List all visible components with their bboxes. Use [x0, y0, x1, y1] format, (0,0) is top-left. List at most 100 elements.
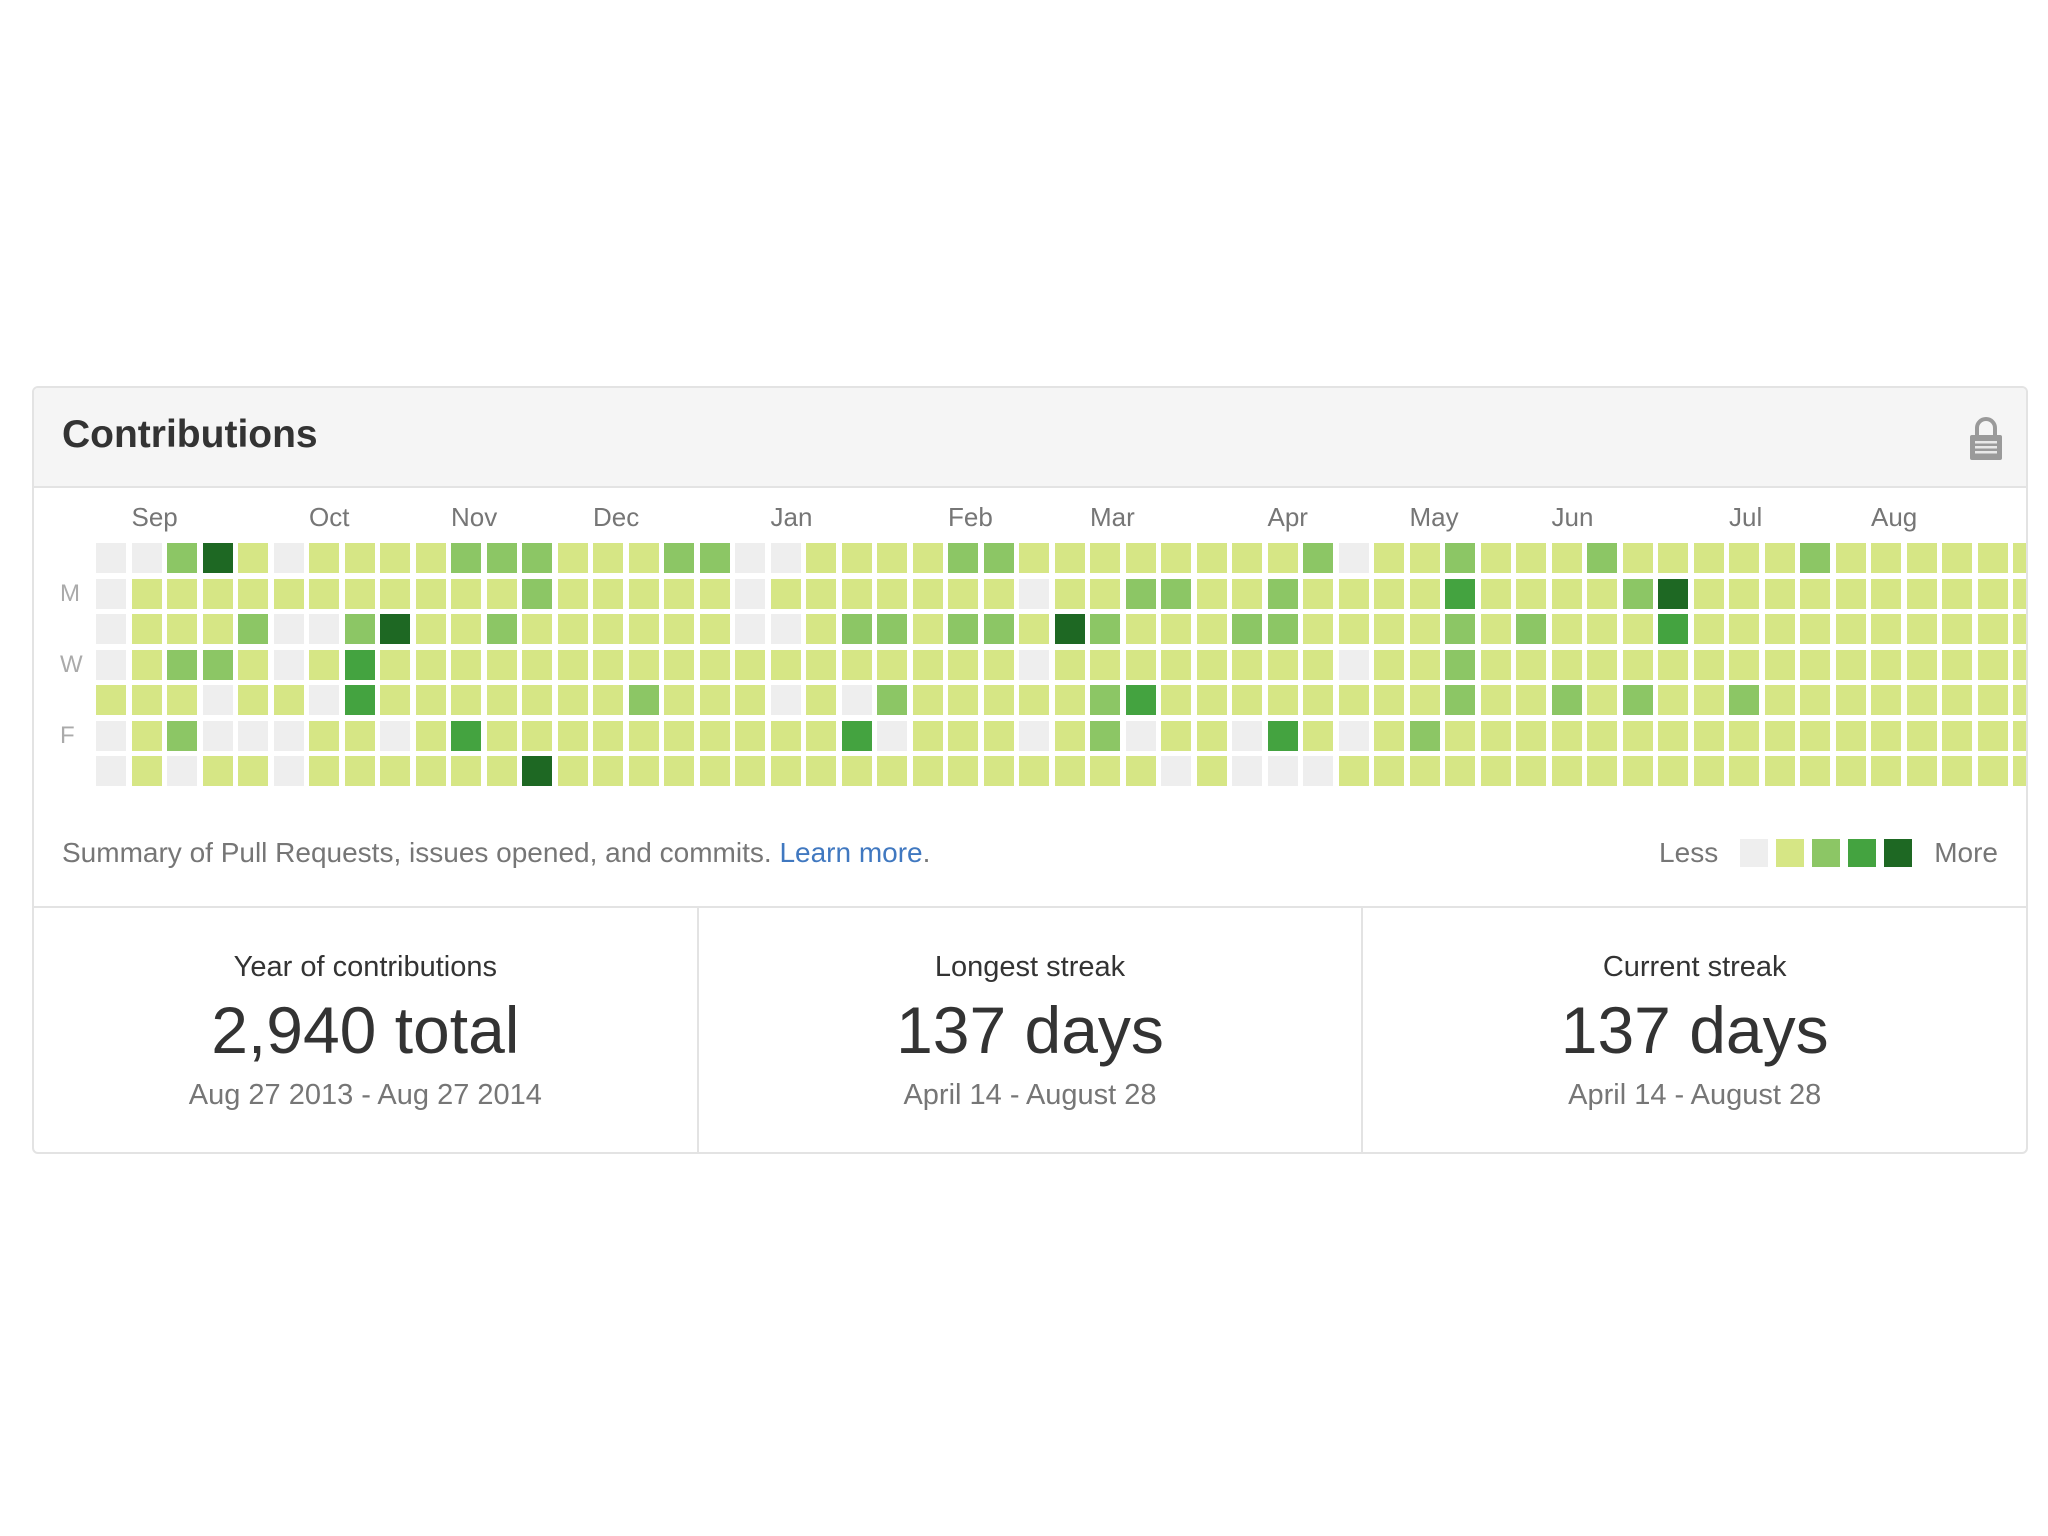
calendar-day-cell[interactable] — [1303, 614, 1333, 644]
calendar-day-cell[interactable] — [96, 543, 126, 573]
calendar-day-cell[interactable] — [309, 543, 339, 573]
calendar-day-cell[interactable] — [1196, 578, 1227, 609]
calendar-day-cell[interactable] — [1161, 649, 1191, 680]
calendar-day-cell[interactable] — [841, 720, 872, 751]
calendar-day-cell[interactable] — [415, 578, 446, 609]
calendar-day-cell[interactable] — [344, 614, 375, 644]
calendar-day-cell[interactable] — [841, 685, 872, 715]
calendar-day-cell[interactable] — [1054, 720, 1085, 751]
calendar-day-cell[interactable] — [522, 756, 552, 786]
calendar-day-cell[interactable] — [380, 720, 410, 751]
calendar-day-cell[interactable] — [1516, 756, 1546, 786]
calendar-day-cell[interactable] — [806, 649, 836, 680]
calendar-day-cell[interactable] — [770, 685, 801, 715]
calendar-day-cell[interactable] — [1693, 543, 1724, 573]
calendar-day-cell[interactable] — [1551, 685, 1582, 715]
calendar-day-cell[interactable] — [451, 614, 481, 644]
calendar-day-cell[interactable] — [1871, 756, 1901, 786]
calendar-day-cell[interactable] — [238, 649, 268, 680]
calendar-day-cell[interactable] — [1658, 649, 1688, 680]
calendar-day-cell[interactable] — [309, 649, 339, 680]
calendar-day-cell[interactable] — [1196, 543, 1227, 573]
calendar-day-cell[interactable] — [451, 756, 481, 786]
calendar-day-cell[interactable] — [1267, 578, 1298, 609]
calendar-day-cell[interactable] — [628, 685, 659, 715]
calendar-day-cell[interactable] — [1906, 756, 1937, 786]
calendar-day-cell[interactable] — [1267, 756, 1298, 786]
calendar-day-cell[interactable] — [1800, 578, 1830, 609]
calendar-day-cell[interactable] — [735, 720, 765, 751]
calendar-day-cell[interactable] — [1906, 543, 1937, 573]
calendar-day-cell[interactable] — [912, 720, 943, 751]
calendar-day-cell[interactable] — [238, 720, 268, 751]
calendar-day-cell[interactable] — [1658, 685, 1688, 715]
calendar-day-cell[interactable] — [948, 720, 978, 751]
calendar-day-cell[interactable] — [983, 578, 1014, 609]
calendar-day-cell[interactable] — [486, 685, 517, 715]
calendar-day-cell[interactable] — [664, 756, 694, 786]
calendar-day-cell[interactable] — [1551, 720, 1582, 751]
calendar-day-cell[interactable] — [131, 543, 162, 573]
calendar-day-cell[interactable] — [1090, 543, 1120, 573]
calendar-day-cell[interactable] — [1587, 578, 1617, 609]
calendar-day-cell[interactable] — [1977, 578, 2008, 609]
calendar-day-cell[interactable] — [948, 614, 978, 644]
calendar-day-cell[interactable] — [1019, 578, 1049, 609]
calendar-day-cell[interactable] — [735, 685, 765, 715]
calendar-day-cell[interactable] — [1161, 543, 1191, 573]
calendar-day-cell[interactable] — [1019, 685, 1049, 715]
calendar-day-cell[interactable] — [1764, 649, 1795, 680]
calendar-day-cell[interactable] — [593, 720, 623, 751]
calendar-day-cell[interactable] — [1267, 720, 1298, 751]
calendar-day-cell[interactable] — [948, 578, 978, 609]
calendar-day-cell[interactable] — [1338, 578, 1369, 609]
calendar-day-cell[interactable] — [1729, 614, 1759, 644]
calendar-day-cell[interactable] — [2013, 685, 2026, 715]
calendar-day-cell[interactable] — [841, 614, 872, 644]
calendar-day-cell[interactable] — [983, 614, 1014, 644]
calendar-day-cell[interactable] — [806, 614, 836, 644]
calendar-day-cell[interactable] — [1551, 649, 1582, 680]
calendar-day-cell[interactable] — [2013, 720, 2026, 751]
calendar-day-cell[interactable] — [593, 756, 623, 786]
calendar-day-cell[interactable] — [664, 578, 694, 609]
calendar-day-cell[interactable] — [344, 756, 375, 786]
calendar-day-cell[interactable] — [735, 543, 765, 573]
calendar-day-cell[interactable] — [628, 720, 659, 751]
calendar-day-cell[interactable] — [1800, 614, 1830, 644]
calendar-day-cell[interactable] — [1338, 543, 1369, 573]
calendar-day-cell[interactable] — [344, 720, 375, 751]
calendar-day-cell[interactable] — [344, 543, 375, 573]
calendar-day-cell[interactable] — [1480, 649, 1511, 680]
calendar-day-cell[interactable] — [238, 614, 268, 644]
calendar-day-cell[interactable] — [1196, 614, 1227, 644]
calendar-day-cell[interactable] — [1125, 578, 1156, 609]
calendar-day-cell[interactable] — [1764, 614, 1795, 644]
calendar-day-cell[interactable] — [1658, 720, 1688, 751]
calendar-day-cell[interactable] — [841, 756, 872, 786]
calendar-day-cell[interactable] — [2013, 756, 2026, 786]
calendar-day-cell[interactable] — [735, 578, 765, 609]
calendar-day-cell[interactable] — [1764, 543, 1795, 573]
calendar-day-cell[interactable] — [1587, 649, 1617, 680]
calendar-day-cell[interactable] — [1303, 756, 1333, 786]
calendar-day-cell[interactable] — [1800, 543, 1830, 573]
calendar-day-cell[interactable] — [983, 756, 1014, 786]
calendar-day-cell[interactable] — [593, 578, 623, 609]
calendar-day-cell[interactable] — [593, 543, 623, 573]
calendar-day-cell[interactable] — [806, 578, 836, 609]
calendar-day-cell[interactable] — [131, 685, 162, 715]
calendar-day-cell[interactable] — [380, 756, 410, 786]
calendar-day-cell[interactable] — [1161, 756, 1191, 786]
calendar-day-cell[interactable] — [628, 578, 659, 609]
calendar-day-cell[interactable] — [1977, 720, 2008, 751]
calendar-day-cell[interactable] — [1374, 614, 1404, 644]
calendar-day-cell[interactable] — [96, 578, 126, 609]
calendar-day-cell[interactable] — [1090, 720, 1120, 751]
calendar-day-cell[interactable] — [1232, 756, 1262, 786]
calendar-day-cell[interactable] — [238, 543, 268, 573]
calendar-day-cell[interactable] — [1161, 614, 1191, 644]
calendar-day-cell[interactable] — [841, 649, 872, 680]
calendar-day-cell[interactable] — [486, 578, 517, 609]
calendar-day-cell[interactable] — [1480, 685, 1511, 715]
